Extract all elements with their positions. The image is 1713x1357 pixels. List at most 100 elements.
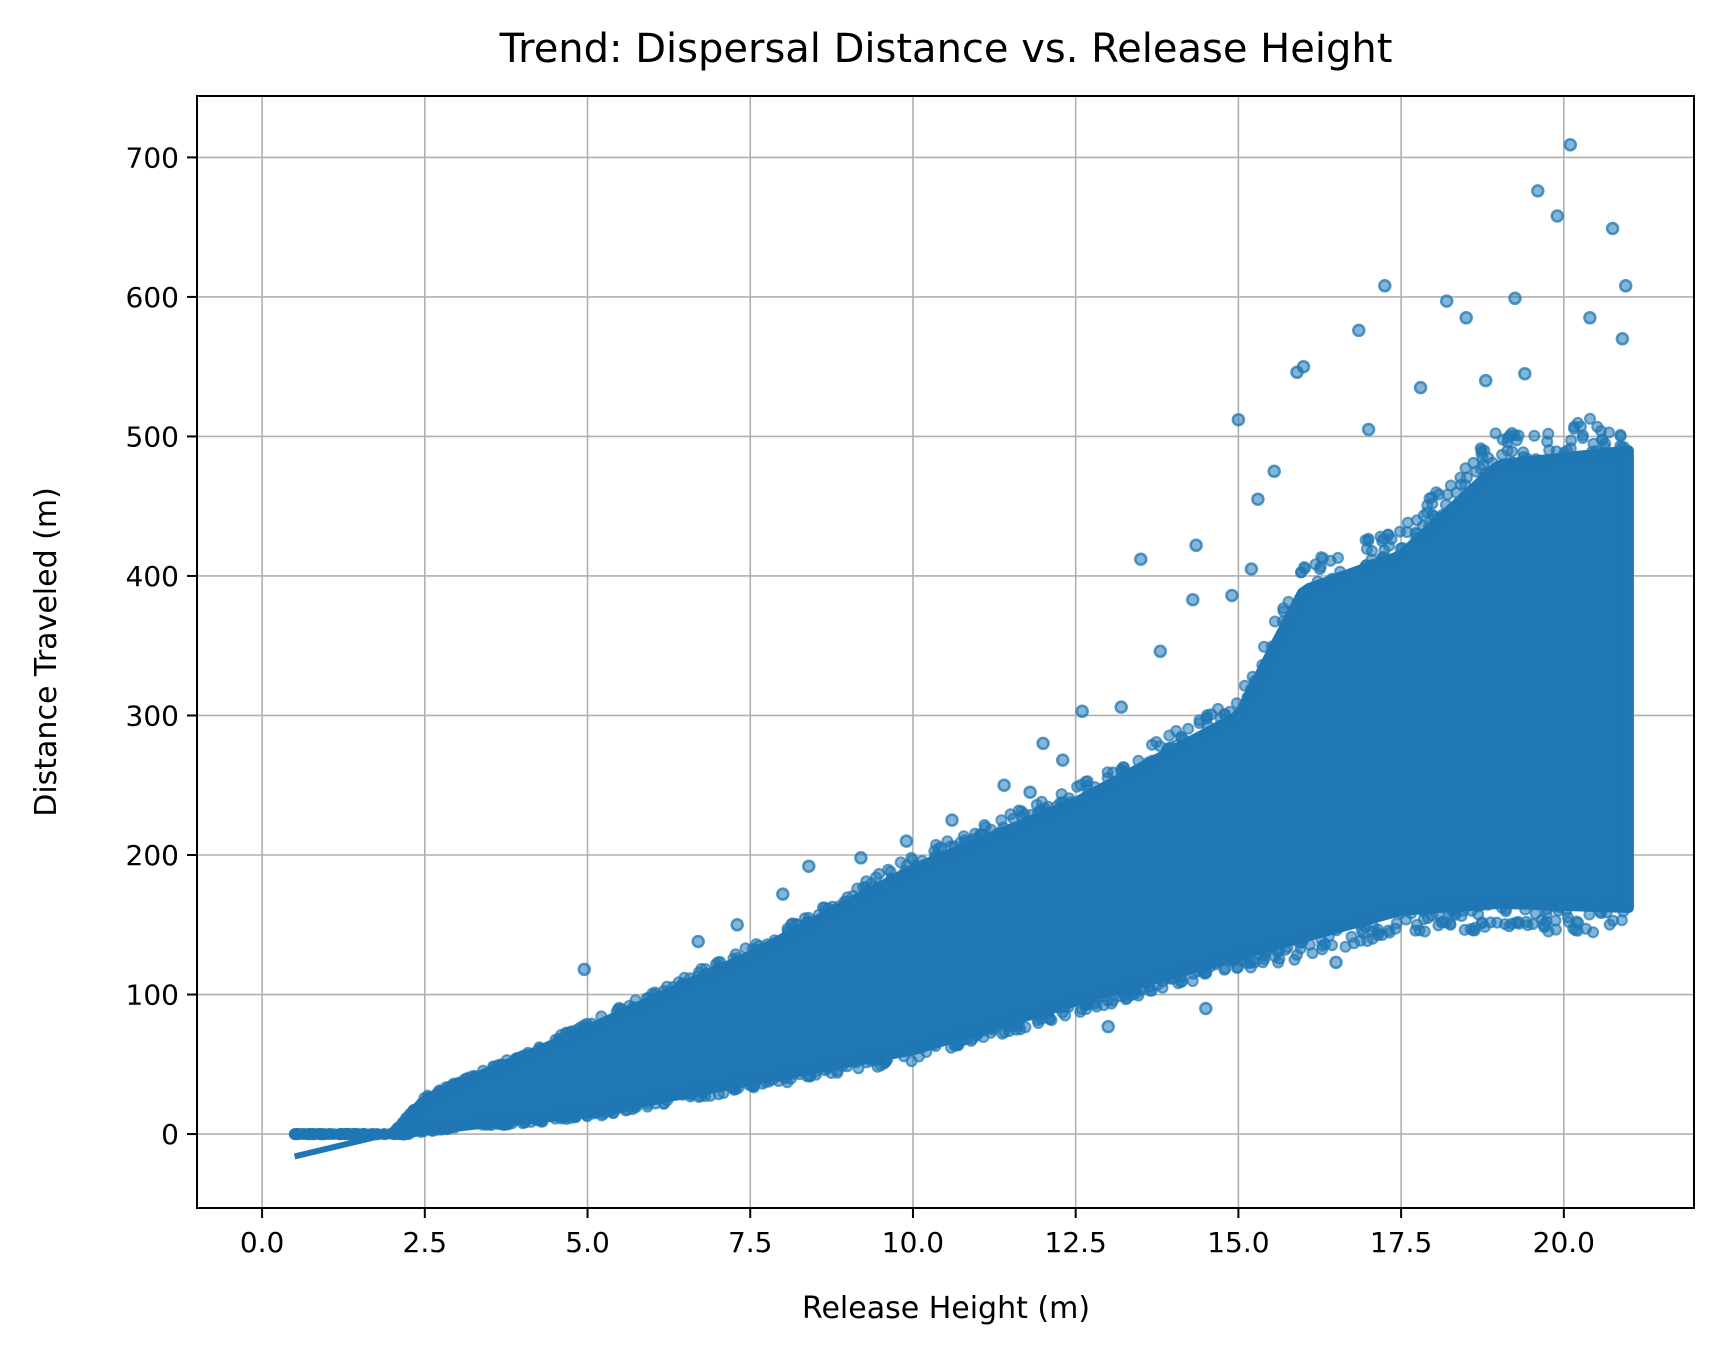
scatter-point: [997, 821, 1010, 834]
scatter-point: [1614, 428, 1627, 441]
y-tick-label: 700: [126, 141, 179, 174]
scatter-point: [1246, 955, 1259, 967]
x-tick-label: 2.5: [403, 1226, 448, 1259]
scatter-point-outlier: [1189, 538, 1203, 553]
scatter-point: [1132, 754, 1145, 767]
scatter-point: [1444, 917, 1457, 930]
scatter-point: [1209, 958, 1222, 971]
scatter-point-outlier: [577, 962, 592, 977]
scatter-point: [1390, 917, 1403, 930]
scatter-point: [712, 1088, 725, 1101]
scatter-point: [1164, 972, 1177, 985]
scatter-point: [1474, 442, 1487, 455]
scatter-point: [1170, 725, 1183, 737]
scatter-point: [1330, 924, 1343, 937]
scatter-point-outlier: [1378, 279, 1392, 293]
scatter-point: [491, 1060, 504, 1073]
scatter-point: [447, 1077, 460, 1090]
scatter-point: [1218, 963, 1231, 976]
scatter-point: [414, 1126, 427, 1138]
trend-line-layer: [293, 1125, 413, 1160]
scatter-point: [1495, 901, 1508, 914]
scatter-point-outlier: [1036, 736, 1050, 751]
scatter-point: [1362, 532, 1375, 545]
scatter-point: [1277, 602, 1290, 615]
scatter-point: [860, 1056, 873, 1069]
scatter-point-outlier: [1537, 918, 1552, 932]
scatter-point: [445, 1121, 458, 1134]
scatter-point: [766, 1073, 779, 1086]
scatter-point: [1472, 900, 1484, 913]
scatter-point: [501, 1117, 514, 1130]
scatter-point: [1182, 722, 1195, 735]
scatter-point: [581, 1017, 593, 1030]
scatter-point-outlier: [1186, 592, 1200, 607]
scatter-point: [1482, 898, 1495, 911]
scatter-point: [1439, 498, 1452, 511]
scatter-point: [1071, 780, 1084, 793]
scatter-point: [477, 1064, 490, 1077]
scatter-point: [1584, 412, 1596, 425]
x-tick-label: 12.5: [1045, 1226, 1107, 1259]
scatter-point: [1246, 670, 1259, 683]
scatter-point: [1334, 565, 1347, 578]
scatter-point: [1410, 531, 1423, 544]
scatter-point: [710, 958, 722, 971]
scatter-point: [1405, 907, 1418, 920]
scatter-point-outlier: [1199, 1001, 1213, 1016]
scatter-point-outlier: [1583, 311, 1597, 325]
y-tick-label: 200: [126, 839, 179, 872]
scatter-point: [1348, 937, 1360, 950]
scatter-point-outlier: [1055, 753, 1070, 767]
x-tick-label: 7.5: [728, 1226, 773, 1259]
scatter-point: [1530, 453, 1542, 466]
scatter-point: [1035, 795, 1048, 808]
scatter-point: [1394, 907, 1407, 919]
scatter-point: [1506, 445, 1519, 458]
scatter-point: [1576, 429, 1589, 442]
scatter-point: [661, 986, 674, 999]
scatter-point: [534, 1042, 546, 1055]
scatter-point: [847, 889, 860, 902]
scatter-point: [1394, 525, 1406, 538]
scatter-point: [641, 1100, 654, 1113]
scatter-point-outlier: [802, 859, 816, 873]
scatter-point: [1324, 554, 1337, 567]
scatter-point: [969, 836, 982, 849]
scatter-point: [1227, 953, 1240, 966]
scatter-point: [1053, 1001, 1065, 1014]
scatter-point: [1366, 932, 1379, 945]
scatter-point: [1137, 981, 1149, 994]
scatter-point: [1417, 509, 1430, 522]
scatter-point: [630, 1100, 643, 1113]
scatter-point: [418, 1092, 431, 1105]
scatter-point: [1528, 429, 1541, 442]
scatter-point: [1256, 659, 1269, 671]
scatter-point-outlier: [1361, 422, 1376, 437]
scatter-point: [649, 986, 662, 999]
scatter-point: [859, 881, 872, 893]
scatter-point: [966, 1032, 979, 1045]
scatter-point: [1496, 448, 1509, 461]
scatter-point: [729, 1082, 742, 1095]
scatter-point: [998, 1026, 1011, 1039]
scatter-point: [1020, 815, 1033, 828]
scatter-point-outlier: [1231, 412, 1246, 427]
scatter-point: [1517, 446, 1530, 459]
scatter-point: [739, 942, 752, 955]
scatter-point: [699, 969, 711, 982]
x-tick-label: 10.0: [882, 1226, 944, 1259]
scatter-point: [979, 821, 992, 834]
scatter-point: [1272, 956, 1285, 969]
scatter-point: [915, 1042, 928, 1054]
scatter-point: [833, 900, 846, 913]
scatter-point: [672, 976, 685, 989]
scatter-point: [1470, 465, 1483, 478]
scatter-point: [612, 1102, 625, 1115]
plot-frame: [196, 95, 1695, 1209]
x-axis-label: Release Height (m): [802, 1291, 1090, 1326]
scatter-point: [1033, 1008, 1046, 1021]
scatter-point: [1457, 904, 1470, 917]
scatter-point: [629, 994, 642, 1007]
scatter-point-outlier: [1563, 138, 1578, 152]
